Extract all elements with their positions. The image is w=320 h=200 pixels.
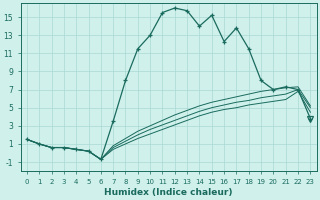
X-axis label: Humidex (Indice chaleur): Humidex (Indice chaleur) [104, 188, 233, 197]
